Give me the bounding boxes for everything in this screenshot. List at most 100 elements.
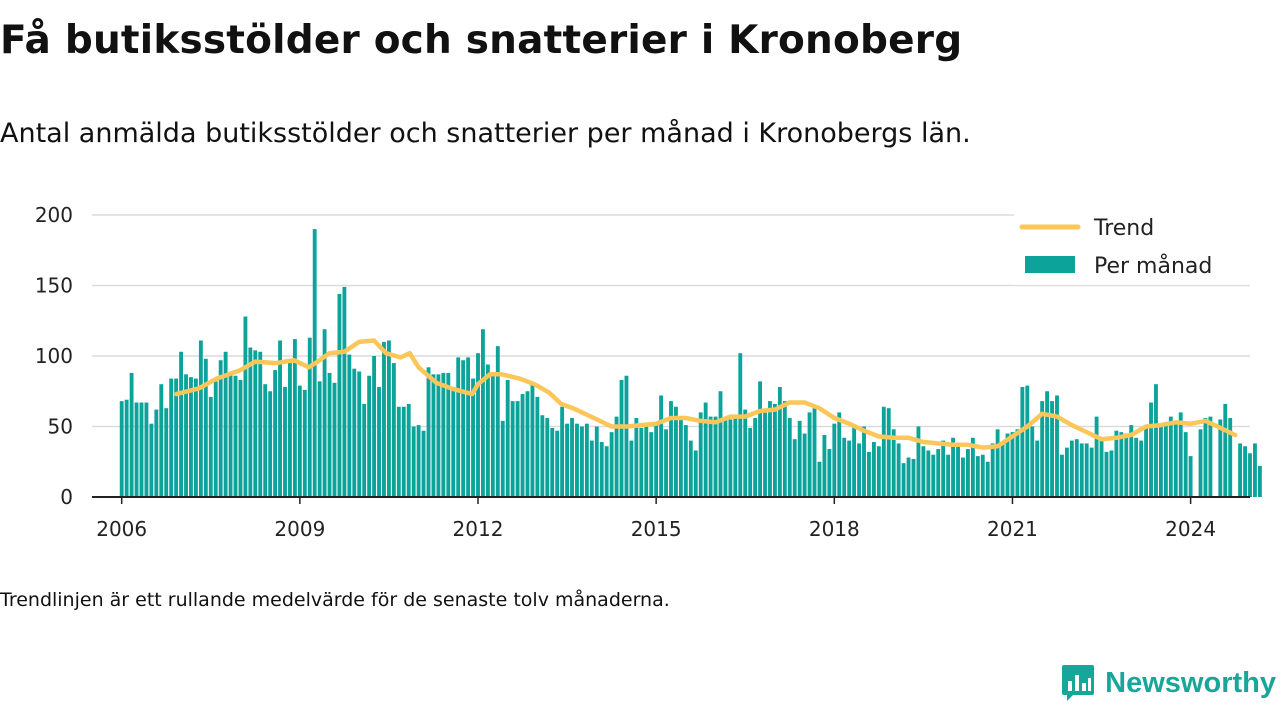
bar-month	[842, 437, 847, 497]
x-axis-ticks: 2006 2009 2012 2015 2018 2021 2024	[96, 497, 1216, 540]
newsworthy-logo[interactable]: Newsworthy	[1061, 664, 1276, 702]
bar-month	[476, 353, 480, 497]
bar-month	[426, 367, 431, 497]
bar-month	[159, 384, 164, 497]
bar-month	[891, 429, 896, 497]
bar-month	[936, 449, 941, 497]
bar-month	[624, 375, 629, 497]
bar-month	[713, 416, 718, 497]
bar-month	[688, 440, 693, 497]
bar-month	[901, 463, 906, 497]
bar-month	[985, 461, 990, 497]
bar-month	[322, 329, 327, 497]
bar-month	[401, 406, 406, 497]
x-tick-label: 2024	[1165, 517, 1216, 540]
bar-month	[189, 377, 193, 497]
bar-month	[1000, 443, 1005, 497]
chart-canvas: 0 50 100 150 200 2006 2009 2012 2015 2018 2021 202…	[35, 203, 1262, 540]
bar-month	[302, 389, 307, 497]
bar-month	[970, 437, 975, 497]
bar-month	[753, 418, 758, 497]
bar-month	[332, 382, 337, 497]
bar-month	[144, 402, 149, 497]
bar-month	[481, 329, 485, 497]
bar-month	[1055, 395, 1059, 497]
bar-month	[743, 409, 748, 497]
bar-month	[1109, 450, 1114, 497]
bar-month	[951, 437, 956, 497]
bar-month	[545, 418, 550, 497]
bar-month	[307, 337, 312, 497]
bar-month	[347, 354, 352, 497]
bar-month	[1089, 447, 1094, 497]
bar-month	[703, 402, 708, 497]
bar-month	[253, 350, 258, 497]
bar-month	[1158, 426, 1163, 497]
legend-bars-label: Per månad	[1094, 253, 1212, 279]
x-tick-label: 2009	[274, 517, 325, 540]
bar-month	[288, 363, 292, 497]
bar-month	[787, 418, 792, 497]
x-tick-label: 2006	[96, 517, 147, 540]
bar-month	[485, 364, 490, 497]
trend-line	[174, 338, 1238, 450]
bar-month	[441, 372, 446, 497]
bar-month	[238, 379, 243, 497]
bar-chart-speech-bubble-icon	[1062, 665, 1095, 701]
bar-month	[263, 384, 268, 497]
y-tick-label: 100	[35, 344, 73, 368]
bar-month	[367, 375, 372, 497]
bar-month	[975, 456, 980, 497]
bar-month	[283, 387, 287, 497]
bar-month	[258, 351, 263, 497]
bar-month	[867, 451, 871, 497]
bar-month	[817, 461, 822, 497]
bar-month	[520, 394, 525, 497]
bar-month	[169, 378, 174, 497]
bar-month	[1104, 451, 1109, 497]
bar-month	[1045, 391, 1050, 497]
bar-month	[184, 374, 188, 497]
bar-month	[837, 412, 842, 497]
bar-month	[515, 401, 520, 497]
bar-month	[1134, 437, 1139, 497]
bar-month	[1030, 426, 1035, 497]
bar-month	[604, 446, 609, 497]
bar-month	[362, 403, 367, 497]
bar-month	[124, 399, 129, 497]
bar-month	[565, 423, 570, 497]
chart-title: Få butiksstölder och snatterier i Kronob…	[0, 18, 963, 63]
bar-month	[337, 293, 342, 497]
bar-month	[649, 432, 654, 497]
bar-month	[1183, 432, 1188, 497]
bar-month	[906, 457, 911, 497]
y-tick-label: 150	[35, 274, 73, 298]
bar-month	[807, 412, 812, 497]
bar-month	[1129, 425, 1134, 497]
bar-month	[406, 403, 411, 497]
bar-month	[886, 408, 891, 497]
bar-month	[1253, 443, 1257, 497]
bar-month	[797, 420, 802, 497]
bar-month	[768, 401, 772, 497]
bar-month	[560, 406, 565, 497]
bar-month	[708, 416, 713, 497]
bar-month	[535, 396, 540, 497]
bar-month	[446, 372, 451, 497]
y-tick-label: 200	[35, 203, 73, 227]
bar-month	[471, 378, 475, 497]
y-tick-label: 50	[48, 415, 73, 439]
bar-month	[832, 423, 837, 497]
bar-month	[198, 340, 203, 497]
bar-month	[584, 423, 589, 497]
bar-month	[1168, 416, 1173, 497]
bar-month	[273, 370, 278, 497]
bar-month	[738, 353, 743, 497]
footnote: Trendlinjen är ett rullande medelvärde f…	[0, 589, 670, 611]
bar-month	[896, 443, 901, 497]
bar-month	[292, 339, 297, 497]
bar-month	[995, 429, 1000, 497]
bar-month	[1163, 422, 1168, 497]
bar-month	[678, 419, 683, 497]
bar-month	[674, 406, 678, 497]
